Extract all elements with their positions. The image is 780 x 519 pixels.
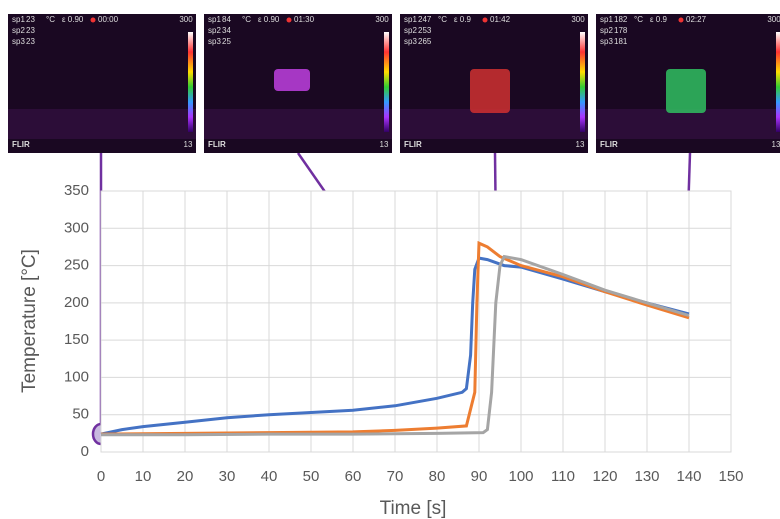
unit: °C <box>242 15 251 24</box>
spot-label: sp2 <box>404 26 417 35</box>
y-tick-label: 300 <box>64 219 89 236</box>
spot-value: 34 <box>222 26 231 35</box>
x-tick-label: 10 <box>135 468 152 485</box>
spot-label: sp3 <box>208 37 221 46</box>
spot-value: 247 <box>418 15 432 24</box>
floor <box>400 109 588 139</box>
spot-value: 178 <box>614 26 628 35</box>
y-tick-label: 50 <box>72 406 89 423</box>
unit: °C <box>634 15 643 24</box>
spot-label: sp1 <box>600 15 613 24</box>
hot-object <box>666 69 706 113</box>
x-tick-label: 140 <box>676 468 701 485</box>
timer: 01:30 <box>294 15 315 24</box>
line-series <box>100 240 690 436</box>
spot-label: sp2 <box>600 26 613 35</box>
emissivity: ε 0.90 <box>258 15 280 24</box>
x-tick-label: 100 <box>508 468 533 485</box>
x-tick-label: 60 <box>345 468 362 485</box>
x-axis-label: Time [s] <box>380 498 447 519</box>
x-tick-label: 0 <box>97 468 105 485</box>
spot-label: sp2 <box>208 26 221 35</box>
spot-value: 23 <box>26 37 35 46</box>
x-tick-label: 20 <box>177 468 194 485</box>
spot-label: sp1 <box>404 15 417 24</box>
palette-bar <box>776 32 780 132</box>
y-tick-label: 100 <box>64 368 89 385</box>
rec-dot <box>90 17 96 23</box>
rec-dot <box>678 17 684 23</box>
x-tick-label: 50 <box>303 468 320 485</box>
x-tick-label: 30 <box>219 468 236 485</box>
palette-bar <box>580 32 585 132</box>
floor <box>204 109 392 139</box>
spot-label: sp2 <box>12 26 25 35</box>
y-tick-label: 0 <box>81 443 89 460</box>
x-tick-label: 80 <box>429 468 446 485</box>
x-tick-label: 130 <box>634 468 659 485</box>
spot-value: 23 <box>26 26 35 35</box>
y-tick-label: 200 <box>64 294 89 311</box>
rec-dot <box>286 17 292 23</box>
palette-bar <box>188 32 193 132</box>
brand: FLIR <box>600 140 618 149</box>
brand: FLIR <box>208 140 226 149</box>
plot-area <box>100 190 732 453</box>
x-tick-label: 120 <box>592 468 617 485</box>
y-tick-label: 350 <box>64 182 89 199</box>
y-axis-label: Temperature [°C] <box>19 249 40 393</box>
scale-max: 300 <box>767 15 780 24</box>
emissivity: ε 0.90 <box>62 15 84 24</box>
spot-value: 25 <box>222 37 231 46</box>
line-series <box>100 256 690 436</box>
spot-value: 265 <box>418 37 432 46</box>
spot-label: sp3 <box>600 37 613 46</box>
timer: 00:00 <box>98 15 119 24</box>
floor <box>8 109 196 139</box>
brand: FLIR <box>404 140 422 149</box>
spot-value: 181 <box>614 37 628 46</box>
spot-label: sp1 <box>12 15 25 24</box>
x-tick-label: 90 <box>471 468 488 485</box>
spot-label: sp3 <box>404 37 417 46</box>
badge: 13 <box>576 140 585 149</box>
timer: 01:42 <box>490 15 511 24</box>
spot-value: 182 <box>614 15 628 24</box>
hot-object <box>274 69 310 91</box>
palette-bar <box>384 32 389 132</box>
scale-max: 300 <box>571 15 585 24</box>
floor <box>596 109 780 139</box>
spot-label: sp3 <box>12 37 25 46</box>
unit: °C <box>438 15 447 24</box>
x-tick-label: 70 <box>387 468 404 485</box>
spot-value: 253 <box>418 26 432 35</box>
brand: FLIR <box>12 140 30 149</box>
emissivity: ε 0.9 <box>650 15 667 24</box>
spot-label: sp1 <box>208 15 221 24</box>
spot-value: 23 <box>26 15 35 24</box>
emissivity: ε 0.9 <box>454 15 471 24</box>
x-tick-label: 40 <box>261 468 278 485</box>
badge: 13 <box>380 140 389 149</box>
unit: °C <box>46 15 55 24</box>
spot-value: 84 <box>222 15 231 24</box>
x-tick-label: 110 <box>551 468 575 485</box>
scale-max: 300 <box>179 15 193 24</box>
timer: 02:27 <box>686 15 707 24</box>
badge: 13 <box>772 140 780 149</box>
badge: 13 <box>184 140 193 149</box>
hot-object <box>470 69 510 113</box>
x-tick-label: 150 <box>718 468 743 485</box>
y-tick-label: 250 <box>64 257 89 274</box>
y-tick-label: 150 <box>64 331 89 348</box>
rec-dot <box>482 17 488 23</box>
line-series <box>101 254 690 437</box>
scale-max: 300 <box>375 15 389 24</box>
